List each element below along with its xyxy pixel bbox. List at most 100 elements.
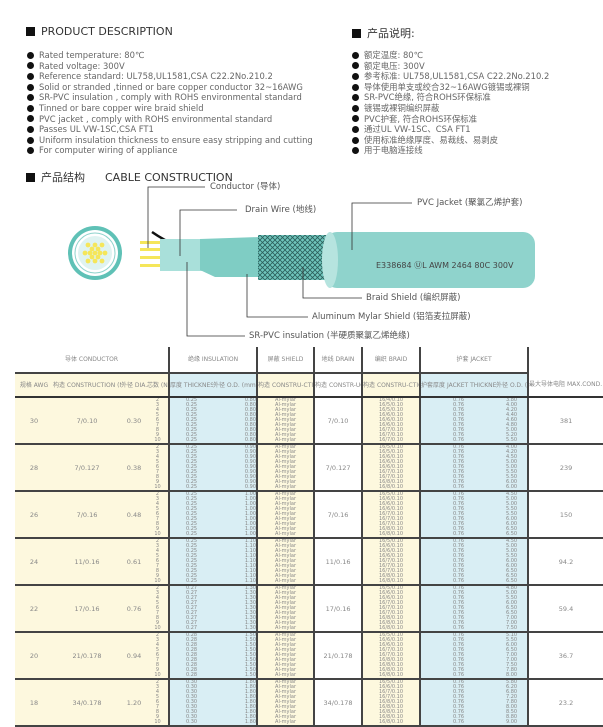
- cell-braid-line: 16/8/0.10: [379, 662, 404, 668]
- cell-braid-line: 16/8/0.10: [379, 667, 404, 673]
- cell-jacket-od-line: 7.00: [505, 615, 518, 621]
- cell-ins-od-line: 1.00: [244, 521, 257, 527]
- cell-braid-line: 16/6/0.10: [379, 464, 404, 470]
- cell-braid-line: 16/5/0.10: [379, 407, 404, 413]
- feature-item: PVC jacket , comply with ROHS environmen…: [27, 114, 313, 125]
- cell-shield-line: Al-mylar: [275, 521, 296, 527]
- cell-cores-line: 3: [155, 449, 160, 455]
- cell-jacket-thickness-line: 0.76: [452, 578, 465, 584]
- col-ins-od: 外径 O.D. (mm): [213, 373, 259, 398]
- cell-cores-line: 9: [155, 526, 160, 532]
- cell-ins-thickness-line: 0.28: [185, 632, 198, 638]
- cell-dia: 0.94: [121, 632, 147, 680]
- cell-jacket-od-line: 5.00: [505, 590, 518, 596]
- cell-jacket-od-line: 4.60: [505, 417, 518, 423]
- cell-ins-thickness-line: 0.25: [185, 563, 198, 569]
- cell-braid: 16/4/0.10 16/5/0.10 16/5/0.10 16/6/0.10 16/6…: [362, 397, 422, 445]
- cell-ins-thickness: 0.30 0.30 0.30 0.30 0.30 0.30 0.30 0.30 0.30: [169, 679, 214, 727]
- cell-shield-line: Al-mylar: [275, 620, 296, 626]
- cell-shield-line: Al-mylar: [275, 600, 296, 606]
- cell-braid-line: 16/6/0.10: [379, 548, 404, 554]
- cell-ins-od-line: 1.00: [244, 511, 257, 517]
- cell-jacket-od-line: 6.50: [505, 568, 518, 574]
- cell-cores-line: 10: [154, 578, 161, 584]
- feature-item: 使用标准绝缘厚度、易裁线、易剥皮: [352, 135, 549, 146]
- cell-cores-line: 8: [155, 615, 160, 621]
- cell-ins-od-line: 1.80: [244, 694, 257, 700]
- cell-jacket-thickness: 0.76 0.76 0.76 0.76 0.76 0.76 0.76 0.76 0.76: [420, 491, 497, 539]
- cell-ins-thickness-line: 0.30: [185, 694, 198, 700]
- cell-ins-od-line: 0.90: [244, 474, 257, 480]
- cell-ins-od: 0.90 0.90 0.90 0.90 0.90 0.90 0.90 0.90 0.90: [213, 444, 259, 492]
- cell-shield-line: Al-mylar: [275, 615, 296, 621]
- group-drain: 地线 DRAIN: [314, 347, 364, 374]
- cell-jacket-od-line: 4.80: [505, 585, 518, 591]
- cell-ins-thickness-line: 0.28: [185, 637, 198, 643]
- cell-ins-od-line: 1.80: [244, 709, 257, 715]
- cell-cores-line: 2: [155, 397, 160, 403]
- cell-shield-line: Al-mylar: [275, 679, 296, 685]
- cell-jacket-thickness-line: 0.76: [452, 684, 465, 690]
- cell-ins-thickness-line: 0.25: [185, 444, 198, 450]
- cell-jacket-od-line: 5.80: [505, 679, 518, 685]
- cell-ins-od: 0.80 0.80 0.80 0.80 0.80 0.80 0.80 0.80 0.80: [213, 397, 259, 445]
- feature-item: PVC护套, 符合ROHS环保标准: [352, 114, 549, 125]
- cell-ins-od-line: 1.30: [244, 585, 257, 591]
- conductor-dot: [92, 258, 98, 264]
- cell-jacket-od-line: 5.50: [505, 511, 518, 517]
- cell-jacket-thickness-line: 0.76: [452, 437, 465, 443]
- cell-cores-line: 5: [155, 506, 160, 512]
- cell-ins-od-line: 1.80: [244, 679, 257, 685]
- cell-cores-line: 2: [155, 632, 160, 638]
- cell-jacket-thickness: 0.76 0.76 0.76 0.76 0.76 0.76 0.76 0.76 0.76: [420, 444, 497, 492]
- cell-dia: 0.48: [121, 491, 147, 539]
- cell-resistance: 239: [528, 444, 603, 492]
- feature-item: SR-PVC insulation , comply with ROHS env…: [27, 92, 313, 103]
- cell-jacket-od: 4.00 4.20 4.50 5.00 5.00 5.50 5.50 6.00 6.00: [496, 444, 530, 492]
- cell-ins-thickness-line: 0.25: [185, 469, 198, 475]
- cell-cores-line: 4: [155, 595, 160, 601]
- cell-cores-line: 8: [155, 521, 160, 527]
- cell-braid-line: 16/8/0.10: [379, 699, 404, 705]
- cell-ins-od-line: 1.50: [244, 672, 257, 678]
- cell-shield-line: Al-mylar: [275, 511, 296, 517]
- label-insulation: SR-PVC insulation (半硬质聚氯乙烯绝缘): [249, 331, 410, 341]
- cell-jacket-thickness-line: 0.76: [452, 506, 465, 512]
- cell-ins-od-line: 0.80: [244, 407, 257, 413]
- feature-item: Rated voltage: 300V: [27, 61, 313, 72]
- cell-jacket-thickness-line: 0.76: [452, 647, 465, 653]
- cell-cores-line: 7: [155, 516, 160, 522]
- cell-braid-line: 16/7/0.10: [379, 647, 404, 653]
- cell-jacket-od-line: 5.10: [505, 632, 518, 638]
- feature-item: 额定温度: 80℃: [352, 50, 549, 61]
- cell-resistance: 23.2: [528, 679, 603, 727]
- cell-shield-line: Al-mylar: [275, 590, 296, 596]
- cell-construction: 7/0.127: [53, 444, 121, 492]
- cell-cores-line: 6: [155, 652, 160, 658]
- cell-cores-line: 6: [155, 417, 160, 423]
- cell-cores-line: 6: [155, 558, 160, 564]
- cell-jacket-thickness-line: 0.76: [452, 620, 465, 626]
- cell-ins-od-line: 0.80: [244, 437, 257, 443]
- cell-cores-line: 2: [155, 444, 160, 450]
- cell-ins-od-line: 0.80: [244, 422, 257, 428]
- cell-jacket-od-line: 9.00: [505, 719, 518, 725]
- cell-ins-thickness-line: 0.25: [185, 506, 198, 512]
- cell-shield-line: Al-mylar: [275, 491, 296, 497]
- cell-ins-thickness-line: 0.25: [185, 526, 198, 532]
- cell-ins-od: 1.10 1.10 1.10 1.10 1.10 1.10 1.10 1.10 1.10: [213, 538, 259, 586]
- cell-cores-line: 10: [154, 672, 161, 678]
- cell-cores-line: 2: [155, 585, 160, 591]
- en-heading: PRODUCT DESCRIPTION: [26, 25, 173, 38]
- cell-jacket-thickness-line: 0.76: [452, 491, 465, 497]
- cell-braid-line: 16/6/0.10: [379, 637, 404, 643]
- cell-jacket-od-line: 7.50: [505, 625, 518, 631]
- cell-ins-od: 1.00 1.00 1.00 1.00 1.00 1.00 1.00 1.00 1.00: [213, 491, 259, 539]
- cell-jacket-od-line: 5.00: [505, 464, 518, 470]
- cell-jacket-thickness-line: 0.76: [452, 679, 465, 685]
- cell-ins-od-line: 1.50: [244, 662, 257, 668]
- cell-braid-line: 16/7/0.10: [379, 437, 404, 443]
- cell-cores-line: 3: [155, 402, 160, 408]
- cell-jacket-thickness-line: 0.76: [452, 595, 465, 601]
- cell-jacket-od-line: 5.00: [505, 427, 518, 433]
